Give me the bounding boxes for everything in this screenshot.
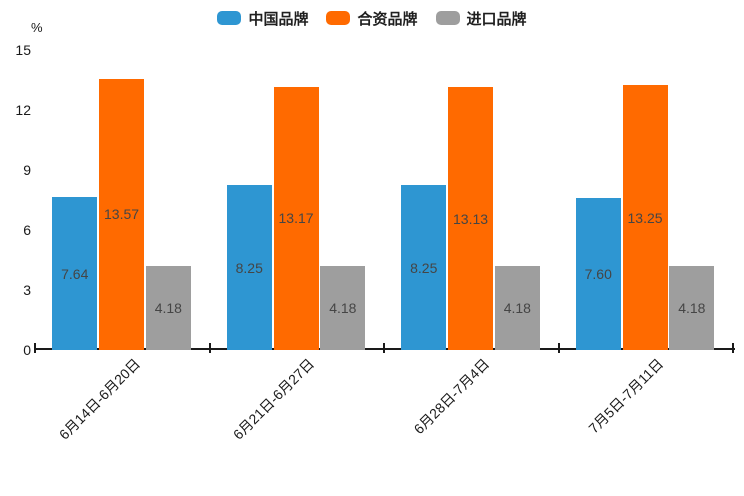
legend-swatch-icon (326, 11, 351, 25)
bar-series1-group4: 7.60 (575, 198, 621, 350)
legend: 中国品牌 合资品牌 进口品牌 (0, 6, 744, 30)
x-axis-tick (383, 343, 385, 353)
y-tick-label: 3 (23, 282, 31, 298)
y-tick-label: 6 (23, 222, 31, 238)
y-tick-label: 12 (15, 102, 31, 118)
bar-value-label: 13.13 (453, 210, 489, 227)
legend-label: 进口品牌 (466, 10, 527, 28)
bar-value-label: 4.18 (503, 300, 531, 317)
bar-value-label: 8.25 (410, 259, 438, 276)
bar-value-label: 7.60 (584, 266, 612, 282)
x-axis-tick (34, 343, 36, 353)
x-axis-tick (208, 343, 211, 353)
bar-series3-group4: 4.18 (669, 266, 715, 350)
x-axis-tick (557, 343, 560, 353)
legend-label: 合资品牌 (357, 10, 418, 28)
x-axis-label: 6月21日-6月27日 (230, 355, 318, 443)
bar-series2-group4: 13.25 (622, 85, 668, 350)
bar-value-label: 8.25 (235, 259, 263, 276)
x-axis-line (35, 348, 735, 350)
y-tick-label: 9 (23, 162, 31, 178)
y-tick-label: 0 (23, 342, 31, 358)
bar-value-label: 4.18 (329, 300, 357, 317)
legend-swatch-icon (435, 11, 460, 25)
bar-series2-group1: 13.57 (99, 78, 145, 350)
bar-series1-group3: 8.25 (401, 185, 447, 350)
bar-value-label: 4.18 (154, 300, 182, 317)
bar-series3-group2: 4.18 (320, 266, 366, 350)
bar-series1-group1: 7.64 (52, 197, 98, 350)
x-axis-label: 7月5日-7月11日 (585, 355, 667, 437)
y-axis-unit-label: % (31, 20, 43, 35)
x-axis-label: 6月14日-6月20日 (55, 355, 143, 443)
bar-value-label: 13.57 (104, 206, 140, 223)
legend-item-series2[interactable]: 合资品牌 (326, 8, 418, 29)
bar-series1-group2: 8.25 (226, 185, 272, 350)
bar-series2-group3: 13.13 (448, 87, 494, 350)
bar-value-label: 4.18 (678, 300, 706, 317)
bar-series3-group1: 4.18 (145, 266, 191, 350)
bar-value-label: 13.25 (627, 209, 663, 226)
bar-value-label: 13.17 (278, 210, 314, 227)
bar-series3-group3: 4.18 (494, 266, 540, 350)
legend-item-series3[interactable]: 进口品牌 (435, 8, 527, 29)
x-axis-tick (732, 343, 734, 353)
bar-series2-group2: 13.17 (273, 86, 319, 350)
y-tick-label: 15 (15, 42, 31, 58)
bar-value-label: 7.64 (61, 265, 89, 282)
legend-label: 中国品牌 (248, 10, 309, 28)
legend-item-series1[interactable]: 中国品牌 (217, 8, 308, 29)
x-axis-label: 6月28日-7月4日 (410, 355, 492, 438)
legend-swatch-icon (217, 11, 242, 25)
